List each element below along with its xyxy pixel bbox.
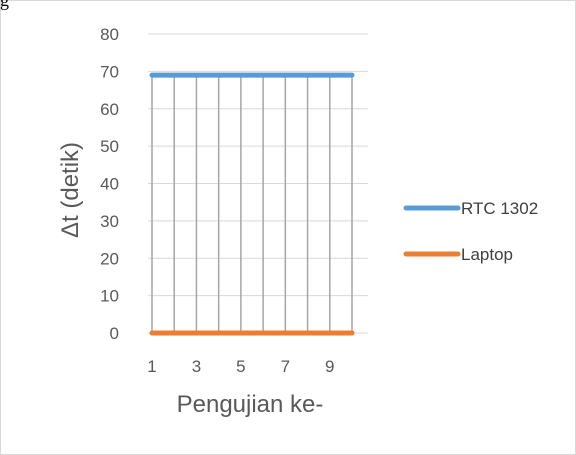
x-axis-title: Pengujian ke-: [177, 391, 324, 418]
x-tick-label: 1: [147, 357, 156, 376]
clipped-caption-text: g: [0, 0, 9, 10]
y-tick-label: 70: [100, 62, 119, 81]
legend-label-1: RTC 1302: [461, 199, 538, 218]
y-tick-label: 0: [110, 324, 119, 343]
x-tick-label: 3: [192, 357, 201, 376]
y-tick-label: 40: [100, 175, 119, 194]
y-tick-label: 80: [100, 25, 119, 44]
y-tick-label: 60: [100, 100, 119, 119]
y-tick-label: 10: [100, 287, 119, 306]
y-tick-label: 20: [100, 249, 119, 268]
legend: RTC 1302 Laptop: [403, 199, 538, 264]
y-tick-label: 30: [100, 212, 119, 231]
y-axis-title: Δt (detik): [57, 142, 84, 238]
legend-label-2: Laptop: [461, 245, 513, 264]
y-tick-label: 50: [100, 137, 119, 156]
x-tick-label: 9: [325, 357, 334, 376]
x-tick-label: 7: [281, 357, 290, 376]
x-tick-label: 5: [236, 357, 245, 376]
